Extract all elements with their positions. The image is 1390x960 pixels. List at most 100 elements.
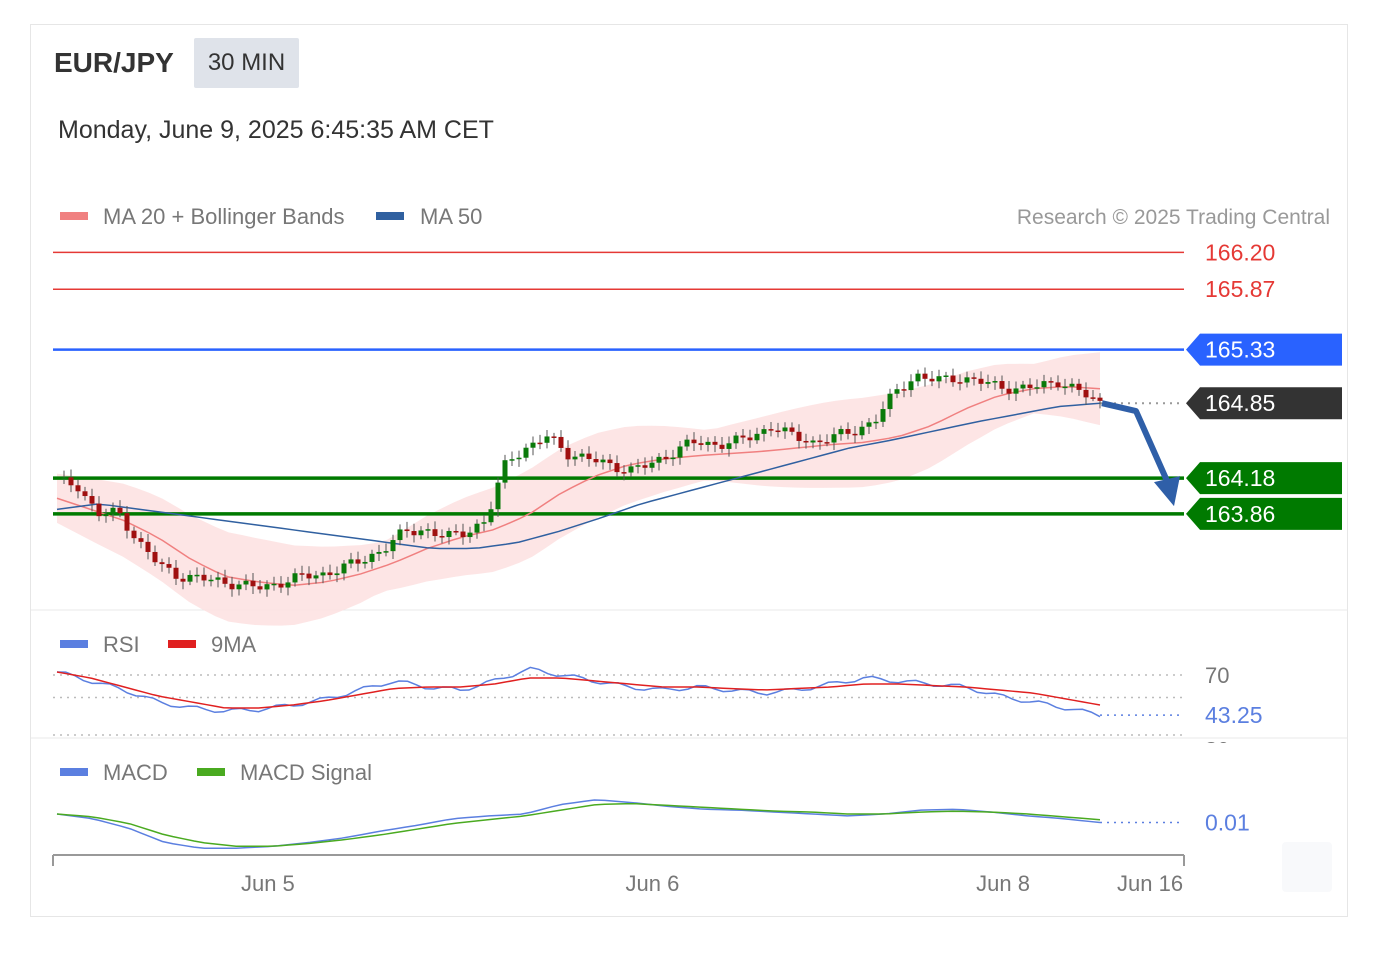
- rsi-ma-line: [56, 671, 1101, 709]
- legend-label-macd-signal: MACD Signal: [240, 760, 372, 785]
- candle-body: [957, 382, 963, 384]
- candle-body: [670, 457, 676, 460]
- candle-body: [733, 435, 739, 444]
- legend-swatch-rsi: [60, 640, 88, 648]
- candle-body: [810, 440, 816, 443]
- legend-label-macd: MACD: [103, 760, 168, 785]
- legend-swatch-macd: [60, 768, 88, 776]
- price-levels-layer: [53, 251, 1184, 516]
- rsi-line: [56, 666, 1101, 718]
- candle-body: [376, 551, 382, 554]
- candle-body: [712, 441, 718, 445]
- candle-body: [390, 540, 396, 552]
- candle-body: [551, 436, 557, 438]
- candle-body: [579, 453, 585, 457]
- candle-body: [544, 436, 550, 443]
- candle-body: [1020, 384, 1026, 389]
- candle-body: [614, 463, 620, 473]
- candle-body: [929, 378, 935, 382]
- level-tag-pivot-2: [1186, 333, 1342, 366]
- moving-average-layer: [56, 386, 1101, 586]
- candle-body: [152, 551, 158, 563]
- candle-body: [124, 513, 130, 531]
- candle-body: [873, 421, 879, 424]
- candle-body: [516, 457, 522, 460]
- candle-body: [334, 573, 340, 576]
- timeframe-badge[interactable]: 30 MIN: [193, 38, 300, 88]
- x-tick-label-jun-5: Jun 5: [241, 871, 295, 896]
- candle-body: [103, 513, 109, 517]
- candle-body: [166, 564, 172, 568]
- candle-body: [264, 584, 270, 590]
- candle-body: [411, 531, 417, 536]
- x-tick-label-jun-6: Jun 6: [626, 871, 680, 896]
- candle-body: [110, 507, 116, 514]
- candle-body: [586, 453, 592, 460]
- candle-body: [1034, 387, 1040, 389]
- candle-body: [138, 538, 144, 542]
- forecast-arrow-line: [1101, 400, 1175, 494]
- candle-body: [453, 531, 459, 533]
- candle-body: [719, 444, 725, 449]
- rsi-tick-mask: [1195, 722, 1275, 742]
- candle-body: [999, 381, 1005, 389]
- candle-body: [775, 430, 781, 433]
- candle-body: [236, 584, 242, 590]
- candle-body: [61, 477, 67, 480]
- candle-body: [229, 583, 235, 590]
- candle-body: [747, 437, 753, 441]
- candle-body: [474, 523, 480, 533]
- candle-body: [663, 456, 669, 460]
- candle-body: [96, 503, 102, 517]
- candle-body: [327, 572, 333, 576]
- scroll-to-top-button[interactable]: [1282, 842, 1332, 892]
- candle-body: [866, 422, 872, 427]
- candle-body: [397, 529, 403, 541]
- x-tick-label-jun-16: Jun 16: [1117, 871, 1183, 896]
- candle-body: [621, 472, 627, 474]
- candle-body: [131, 530, 137, 539]
- candle-body: [754, 433, 760, 441]
- chart-header: EUR/JPY 30 MIN: [54, 38, 300, 88]
- candle-body: [985, 382, 991, 384]
- candle-body: [460, 531, 466, 538]
- candle-body: [817, 440, 823, 443]
- macd-line: [56, 799, 1101, 849]
- candle-body: [1013, 388, 1019, 394]
- candle-body: [1027, 384, 1033, 388]
- candle-body: [845, 429, 851, 434]
- candle-body: [299, 573, 305, 575]
- candle-body: [901, 389, 907, 391]
- candle-body: [1006, 388, 1012, 394]
- candle-body: [355, 559, 361, 564]
- candle-body: [215, 577, 221, 580]
- candle-body: [572, 456, 578, 460]
- x-tick-label-jun-8: Jun 8: [976, 871, 1030, 896]
- candle-body: [936, 376, 942, 382]
- candle-body: [222, 577, 228, 584]
- candle-body: [656, 456, 662, 463]
- candle-body: [992, 381, 998, 383]
- candle-body: [1083, 389, 1089, 398]
- macd-layer: 0.01: [56, 799, 1250, 849]
- candle-body: [1062, 386, 1068, 389]
- candle-body: [971, 377, 977, 379]
- level-label-last-3: 164.85: [1205, 390, 1275, 416]
- candle-body: [187, 574, 193, 582]
- candle-body: [488, 509, 494, 523]
- candle-body: [278, 583, 284, 588]
- candle-body: [838, 429, 844, 435]
- candle-body: [978, 378, 984, 384]
- candle-body: [558, 436, 564, 448]
- candle-body: [250, 580, 256, 587]
- candle-body: [1069, 383, 1075, 387]
- candle-body: [509, 459, 515, 461]
- candle-body: [285, 582, 291, 588]
- candle-body: [740, 435, 746, 438]
- candle-body: [89, 496, 95, 504]
- candle-body: [635, 465, 641, 467]
- macd-legend: MACD MACD Signal: [60, 760, 372, 785]
- price-legend: MA 20 + Bollinger Bands MA 50: [60, 204, 482, 229]
- candle-body: [180, 578, 186, 582]
